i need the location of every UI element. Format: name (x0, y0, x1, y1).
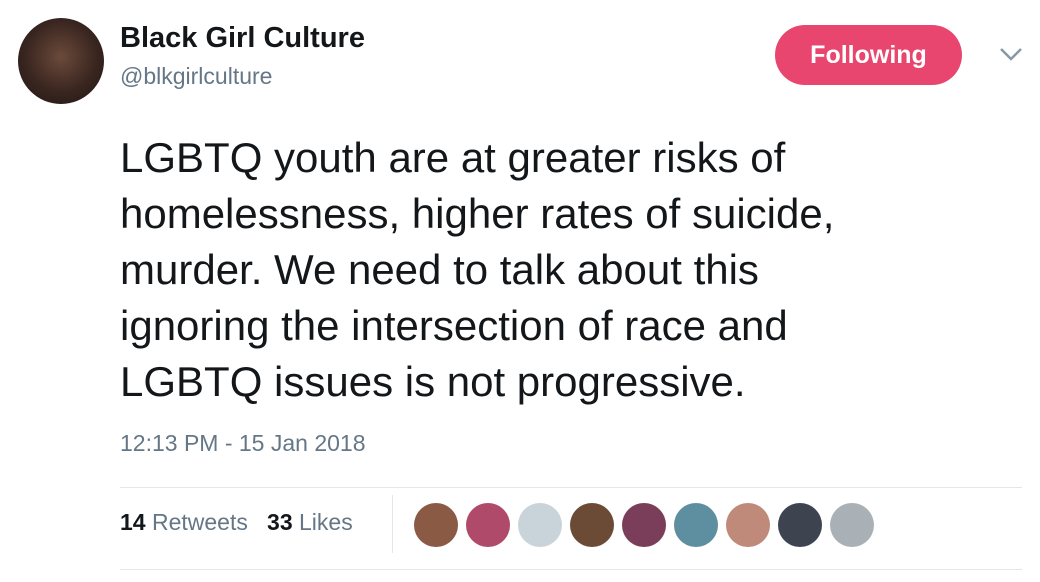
liker-avatar[interactable] (570, 503, 614, 547)
retweet-label: Retweets (151, 509, 248, 535)
like-label: Likes (299, 509, 353, 535)
text-line: LGBTQ issues is not progressive. (120, 358, 746, 405)
liker-avatars (414, 503, 874, 547)
text-line: murder. We need to talk about this (120, 246, 759, 293)
likes[interactable]: 33 Likes (267, 509, 353, 535)
liker-avatar[interactable] (726, 503, 770, 547)
liker-avatar[interactable] (466, 503, 510, 547)
liker-avatar[interactable] (518, 503, 562, 547)
liker-avatar[interactable] (622, 503, 666, 547)
tweet-text: LGBTQ youth are at greater risks of homel… (120, 130, 1020, 410)
timestamp[interactable]: 12:13 PM - 15 Jan 2018 (120, 430, 366, 456)
like-count: 33 (267, 509, 293, 535)
retweets[interactable]: 14 Retweets (120, 509, 248, 535)
author-handle[interactable]: @blkgirlculture (120, 63, 273, 89)
more-menu[interactable] (998, 44, 1024, 64)
liker-avatar[interactable] (674, 503, 718, 547)
divider (120, 487, 1022, 488)
author-avatar[interactable] (18, 18, 104, 104)
text-line: LGBTQ youth are at greater risks of (120, 134, 786, 181)
retweet-count: 14 (120, 509, 146, 535)
stats: 14 Retweets 33 Likes (120, 509, 353, 536)
author-name[interactable]: Black Girl Culture (120, 22, 365, 54)
divider (120, 569, 1022, 570)
text-line: homelessness, higher rates of suicide, (120, 190, 835, 237)
liker-avatar[interactable] (778, 503, 822, 547)
separator (392, 495, 393, 553)
liker-avatar[interactable] (830, 503, 874, 547)
text-line: ignoring the intersection of race and (120, 302, 788, 349)
liker-avatar[interactable] (414, 503, 458, 547)
follow-button[interactable]: Following (775, 25, 962, 85)
